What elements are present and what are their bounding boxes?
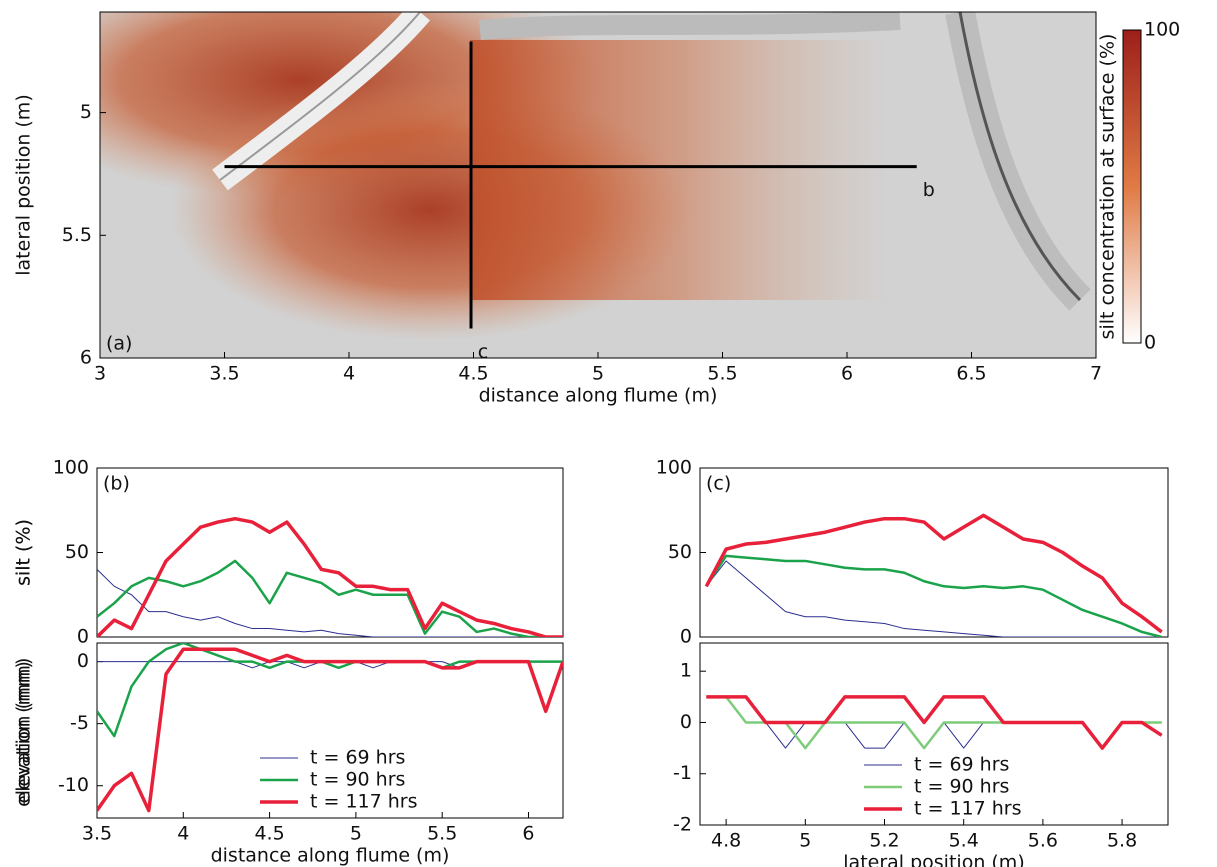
y-tick-label: 6 [80,347,92,369]
y-tick-label: 5 [80,101,92,123]
y-tick-label: 0 [77,626,89,648]
axes-frame [96,642,564,819]
x-tick-label: 4 [343,363,355,385]
series-line [97,569,563,637]
series-line [705,554,1162,637]
x-tick-label: 4 [177,823,189,845]
y-axis-label: elevation (mm) [13,658,35,804]
x-tick-label: 5.5 [427,823,457,845]
x-tick-label: 4.5 [458,363,488,385]
x-tick-label: 5.4 [949,830,979,852]
x-tick-label: 6.5 [956,363,986,385]
y-tick-label: -5 [70,712,89,734]
y-axis-label: elevation (mm) [13,661,35,807]
x-tick-label: 5.6 [1028,830,1058,852]
x-axis-label: distance along flume (m) [211,845,450,867]
series-line [97,559,563,637]
x-tick-label: 6 [522,823,534,845]
y-tick-label: -1 [673,762,692,784]
y-tick-label: 100 [656,457,692,479]
x-tick-label: 6 [841,363,853,385]
y-tick-label: -2 [673,814,692,836]
x-tick-label: 4.5 [254,823,284,845]
x-tick-label: 5.2 [869,830,899,852]
legend-label: t = 69 hrs [914,754,1009,776]
colorbar-tick-label: 100 [1144,19,1180,41]
y-tick-label: 50 [65,541,89,563]
series-line [97,516,563,637]
colorbar-label: silt concentration at surface (%) [1097,34,1119,340]
legend-label: t = 90 hrs [310,769,405,791]
x-axis-label: distance along flume (m) [479,385,718,407]
y-axis-label: silt (%) [13,519,35,586]
y-tick-label: 0 [680,626,692,648]
transect-label: b [923,179,935,201]
axes-frame [699,467,1169,638]
x-tick-label: 7 [1090,363,1102,385]
transect-label: c [478,341,488,363]
x-tick-label: 4.8 [711,830,741,852]
silt-map-image [100,12,1096,358]
y-axis-label: lateral position (m) [13,94,35,275]
series-line [97,647,563,813]
legend-label: t = 69 hrs [310,747,405,769]
x-tick-label: 3.5 [209,363,239,385]
y-tick-label: 0 [77,650,89,672]
legend-label: t = 117 hrs [310,791,418,813]
x-tick-label: 5 [799,830,811,852]
series-line [97,643,563,738]
legend-label: t = 117 hrs [914,798,1022,820]
y-tick-label: 100 [53,457,89,479]
y-tick-label: 0 [680,711,692,733]
x-tick-label: 3.5 [82,823,112,845]
y-axis-label: silt (%) [13,519,35,586]
x-tick-label: 5.5 [707,363,737,385]
x-tick-label: 5 [592,363,604,385]
panel-label: (c) [706,473,731,495]
colorbar [1122,29,1142,344]
y-tick-label: 5.5 [62,224,92,246]
panel-label: (b) [103,473,130,495]
series-line [705,560,1162,637]
y-tick-label: 1 [680,660,692,682]
colorbar-tick-label: 0 [1144,332,1156,354]
x-tick-label: 3 [94,363,106,385]
y-tick-label: 50 [668,541,692,563]
x-tick-label: 5 [350,823,362,845]
x-tick-label: 5.8 [1107,830,1137,852]
x-axis-label: lateral position (m) [843,852,1024,867]
panel-label: (a) [106,333,132,355]
axes-frame [699,642,1169,826]
series-line [706,695,1163,750]
y-tick-label: -10 [58,774,89,796]
series-line [704,513,1163,634]
legend-label: t = 90 hrs [914,776,1009,798]
